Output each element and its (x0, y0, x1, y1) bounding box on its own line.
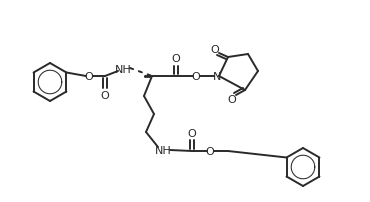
Text: O: O (228, 95, 236, 104)
Text: O: O (211, 45, 219, 55)
Text: NH: NH (155, 145, 171, 155)
Text: O: O (172, 54, 181, 64)
Text: O: O (101, 90, 110, 101)
Text: O: O (206, 146, 214, 156)
Text: N: N (213, 72, 221, 82)
Text: O: O (188, 128, 196, 138)
Text: O: O (85, 72, 93, 82)
Text: NH: NH (115, 65, 131, 75)
Text: O: O (192, 72, 201, 82)
